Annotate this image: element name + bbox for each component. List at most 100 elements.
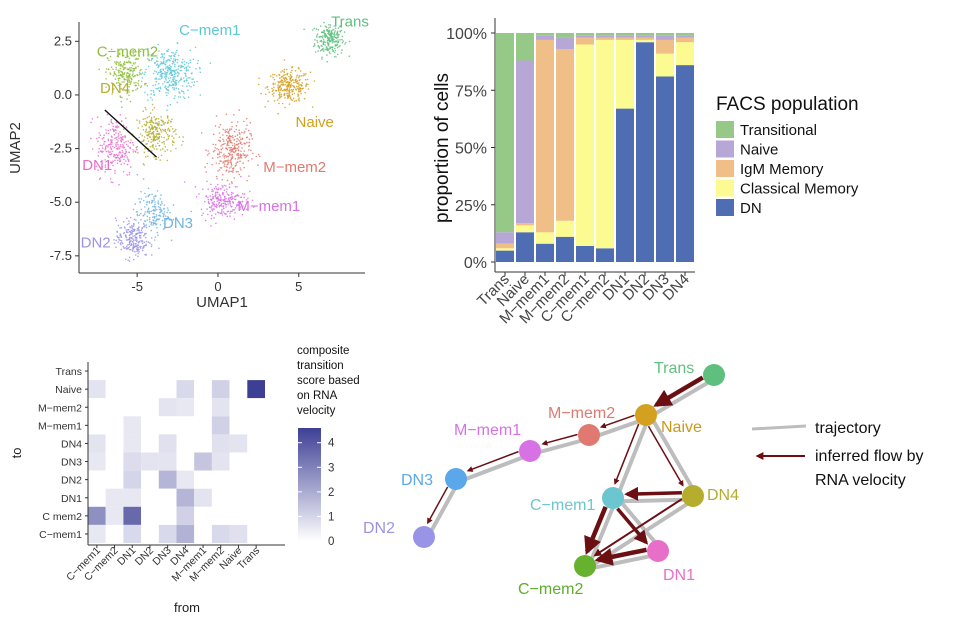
umap-point-dn1 — [122, 145, 125, 147]
umap-point-trans — [323, 35, 326, 37]
umap-point-m-mem2 — [243, 166, 245, 169]
umap-point-dn4 — [178, 136, 181, 138]
umap-point-m-mem2 — [230, 141, 232, 144]
umap-point-trans — [327, 43, 330, 45]
umap-point-c-mem1 — [153, 93, 155, 96]
umap-point-dn3 — [161, 202, 163, 205]
umap-point-dn4 — [157, 117, 160, 120]
umap-point-dn1 — [101, 138, 104, 140]
umap-point-naive — [294, 69, 297, 72]
umap-point-trans — [339, 25, 341, 28]
umap-point-m-mem2 — [228, 167, 231, 169]
umap-point-naive — [301, 82, 303, 84]
umap-point-dn1 — [116, 154, 119, 157]
umap-point-dn3 — [152, 220, 155, 222]
umap-x-tick-label: 0 — [214, 279, 221, 294]
umap-point-dn4 — [142, 118, 144, 120]
umap-point-dn4 — [166, 149, 169, 151]
umap-point-m-mem2 — [226, 179, 229, 182]
umap-point-naive — [264, 87, 267, 89]
colorbar-title-line: velocity — [297, 405, 336, 417]
umap-point-c-mem1 — [164, 76, 166, 78]
umap-point-dn1 — [115, 136, 118, 139]
umap-point-dn4 — [161, 141, 163, 144]
umap-point-m-mem2 — [232, 148, 234, 151]
umap-point-naive — [304, 74, 306, 76]
umap-point-dn1 — [98, 136, 100, 139]
umap-point-dn3 — [162, 212, 164, 215]
umap-point-dn4 — [143, 151, 146, 154]
umap-point-dn2 — [122, 242, 124, 245]
umap-point-naive — [257, 83, 260, 86]
umap-point-c-mem2 — [118, 53, 121, 55]
umap-point-m-mem2 — [231, 121, 233, 124]
umap-point-m-mem1 — [218, 201, 221, 204]
umap-point-c-mem1 — [172, 83, 175, 86]
umap-point-dn1 — [122, 124, 125, 127]
umap-point-c-mem2 — [122, 54, 125, 57]
umap-point-dn4 — [142, 163, 145, 165]
umap-point-dn1 — [109, 178, 112, 180]
umap-point-dn1 — [136, 148, 138, 151]
umap-point-dn2 — [119, 227, 121, 229]
node-naive — [635, 404, 657, 426]
umap-point-dn3 — [159, 214, 161, 217]
umap-point-c-mem2 — [135, 66, 137, 68]
umap-point-c-mem1 — [180, 65, 183, 67]
umap-point-m-mem1 — [229, 202, 231, 205]
umap-point-trans — [322, 35, 324, 37]
umap-point-c-mem1 — [183, 92, 185, 95]
umap-point-c-mem1 — [192, 58, 195, 61]
umap-point-c-mem1 — [146, 85, 149, 87]
umap-point-naive — [298, 79, 301, 82]
umap-point-trans — [314, 51, 317, 53]
umap-point-c-mem1 — [172, 69, 174, 72]
umap-point-m-mem2 — [239, 136, 241, 138]
umap-point-dn1 — [104, 171, 106, 173]
umap-point-trans — [316, 33, 319, 35]
umap-point-c-mem1 — [172, 78, 175, 80]
umap-point-m-mem2 — [235, 140, 238, 143]
umap-point-c-mem1 — [162, 62, 165, 64]
umap-point-dn3 — [163, 211, 166, 213]
umap-point-c-mem1 — [144, 91, 146, 94]
umap-point-trans — [331, 48, 334, 51]
umap-point-dn1 — [115, 129, 117, 132]
umap-point-dn2 — [116, 235, 118, 237]
umap-point-naive — [286, 87, 289, 89]
umap-point-trans — [326, 46, 328, 48]
umap-point-dn4 — [159, 149, 162, 151]
umap-point-m-mem2 — [225, 139, 228, 141]
umap-point-trans — [333, 38, 335, 41]
node-label-naive: Naive — [661, 419, 702, 436]
umap-point-trans — [342, 40, 345, 42]
umap-point-c-mem1 — [171, 51, 173, 54]
umap-point-dn3 — [157, 234, 159, 237]
umap-point-m-mem2 — [255, 155, 258, 158]
umap-point-m-mem1 — [220, 210, 223, 212]
umap-point-m-mem2 — [216, 147, 218, 150]
umap-point-dn3 — [147, 187, 150, 190]
umap-point-naive — [288, 87, 291, 89]
umap-point-m-mem1 — [237, 201, 239, 204]
umap-point-c-mem1 — [165, 88, 168, 90]
umap-point-trans — [334, 36, 337, 39]
umap-point-m-mem1 — [249, 190, 251, 193]
umap-point-c-mem1 — [183, 60, 186, 63]
umap-point-c-mem1 — [165, 73, 168, 75]
umap-point-dn3 — [155, 223, 158, 225]
heat-cell-c-mem2-to-m-mem1 — [105, 416, 124, 435]
umap-point-m-mem1 — [238, 195, 240, 197]
umap-point-m-mem2 — [231, 144, 234, 147]
umap-point-dn3 — [138, 214, 141, 216]
umap-point-c-mem2 — [135, 57, 137, 60]
umap-point-dn4 — [156, 138, 159, 141]
umap-point-dn1 — [90, 137, 92, 140]
umap-point-m-mem2 — [235, 128, 238, 131]
umap-point-naive — [278, 73, 280, 76]
heat-cell-m-mem1-to-dn2 — [194, 470, 212, 489]
umap-point-c-mem2 — [121, 106, 123, 108]
umap-point-c-mem2 — [140, 86, 142, 88]
umap-point-trans — [313, 27, 316, 30]
